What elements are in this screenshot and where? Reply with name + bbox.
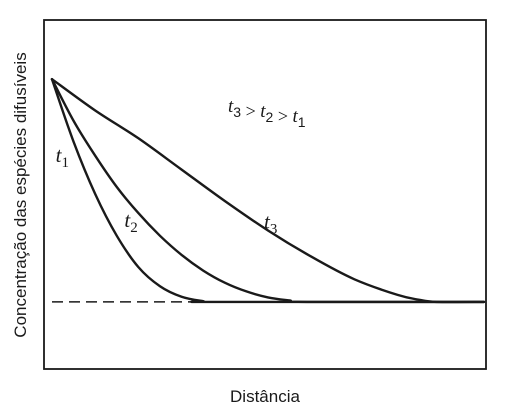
series-layer: [50, 78, 486, 304]
series-line-t3: [50, 78, 486, 304]
series-label-t1: t1: [56, 143, 69, 171]
series-line-t1: [50, 78, 486, 304]
plot-frame: [43, 19, 487, 370]
series-line-t2: [50, 78, 486, 304]
series-label-t3: t3: [264, 210, 277, 238]
series-label-layer: t1 t2 t3: [56, 143, 278, 238]
series-label-t2: t2: [124, 208, 137, 236]
x-axis-label: Distância: [230, 387, 300, 406]
time-order-annotation: t3 > t2 > t1: [228, 96, 306, 130]
y-axis-label: Concentração das espécies difusíveis: [11, 52, 30, 337]
